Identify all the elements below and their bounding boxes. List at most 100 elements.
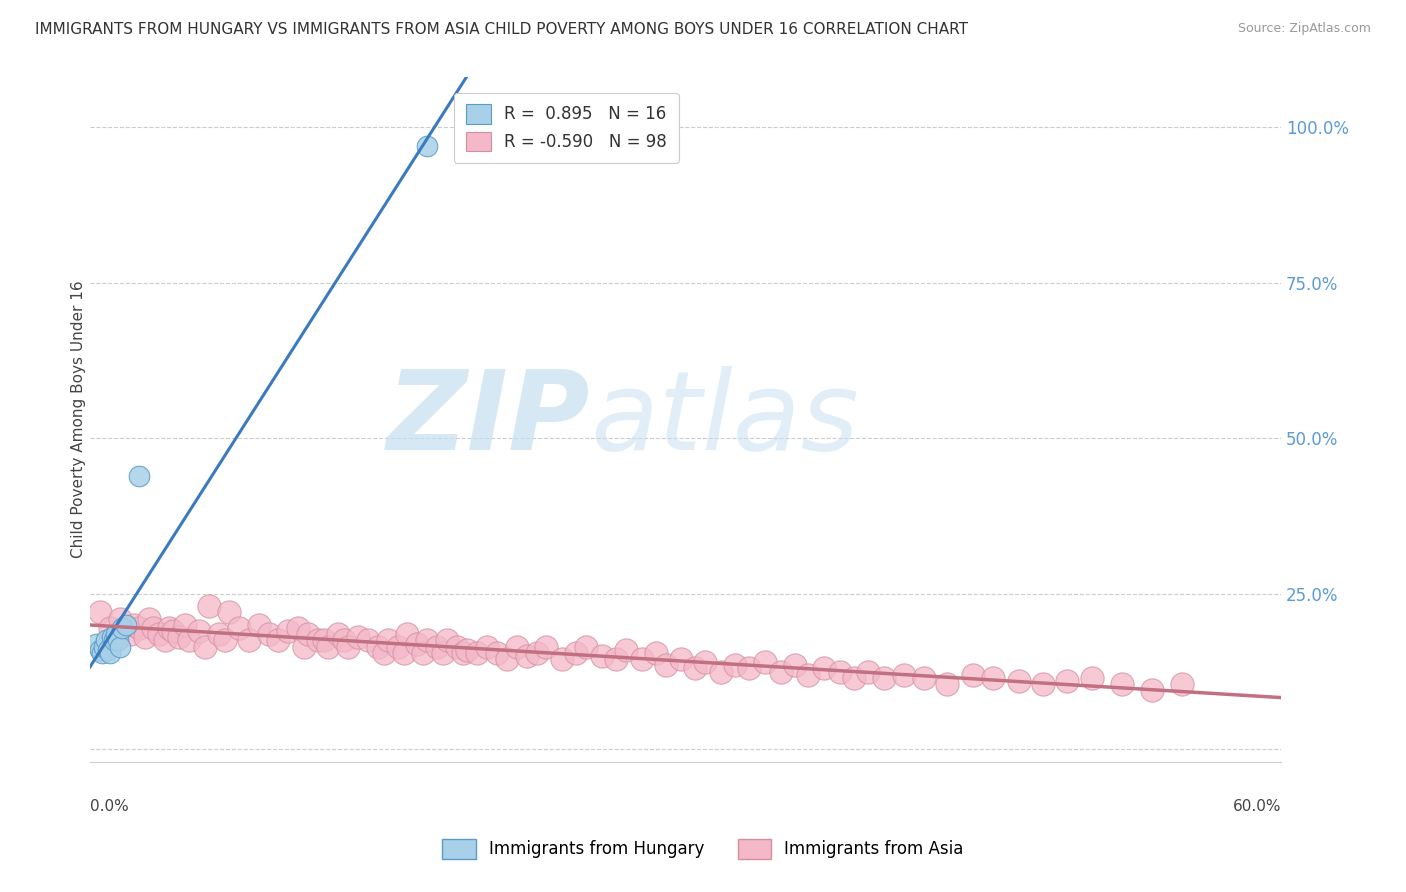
Text: IMMIGRANTS FROM HUNGARY VS IMMIGRANTS FROM ASIA CHILD POVERTY AMONG BOYS UNDER 1: IMMIGRANTS FROM HUNGARY VS IMMIGRANTS FR… bbox=[35, 22, 969, 37]
Point bbox=[90, 646, 112, 660]
Point bbox=[188, 624, 211, 639]
Point bbox=[179, 633, 201, 648]
Point bbox=[485, 646, 508, 660]
Point bbox=[426, 640, 449, 654]
Point bbox=[465, 646, 488, 660]
Point bbox=[685, 661, 707, 675]
Point bbox=[432, 646, 454, 660]
Point bbox=[357, 633, 380, 648]
Legend: Immigrants from Hungary, Immigrants from Asia: Immigrants from Hungary, Immigrants from… bbox=[436, 832, 970, 866]
Point bbox=[551, 652, 574, 666]
Point bbox=[198, 599, 221, 614]
Point bbox=[333, 633, 356, 648]
Point bbox=[416, 139, 439, 153]
Point bbox=[194, 640, 217, 654]
Point bbox=[89, 642, 111, 657]
Point bbox=[783, 658, 806, 673]
Y-axis label: Child Poverty Among Boys Under 16: Child Poverty Among Boys Under 16 bbox=[72, 281, 86, 558]
Point bbox=[912, 671, 935, 685]
Point bbox=[118, 627, 141, 641]
Point bbox=[257, 627, 280, 641]
Point bbox=[1140, 683, 1163, 698]
Point bbox=[104, 627, 127, 641]
Point bbox=[856, 665, 879, 679]
Point bbox=[738, 661, 761, 675]
Legend: R =  0.895   N = 16, R = -0.590   N = 98: R = 0.895 N = 16, R = -0.590 N = 98 bbox=[454, 93, 679, 162]
Point bbox=[769, 665, 792, 679]
Point bbox=[108, 612, 131, 626]
Point bbox=[936, 677, 959, 691]
Point bbox=[436, 633, 458, 648]
Point bbox=[297, 627, 319, 641]
Point bbox=[981, 671, 1004, 685]
Point bbox=[367, 640, 389, 654]
Point bbox=[495, 652, 517, 666]
Point bbox=[316, 640, 339, 654]
Point bbox=[267, 633, 290, 648]
Point bbox=[142, 621, 165, 635]
Point bbox=[1008, 673, 1031, 688]
Point bbox=[238, 633, 260, 648]
Point bbox=[98, 621, 121, 635]
Point bbox=[377, 633, 399, 648]
Point bbox=[93, 640, 115, 654]
Point bbox=[134, 631, 156, 645]
Point bbox=[614, 642, 637, 657]
Point bbox=[396, 627, 419, 641]
Point bbox=[247, 618, 270, 632]
Point bbox=[1170, 677, 1192, 691]
Point bbox=[630, 652, 652, 666]
Point bbox=[148, 627, 170, 641]
Point bbox=[536, 640, 558, 654]
Point bbox=[830, 665, 852, 679]
Point bbox=[110, 621, 132, 635]
Point bbox=[475, 640, 498, 654]
Point bbox=[336, 640, 359, 654]
Point bbox=[406, 637, 429, 651]
Point bbox=[314, 633, 336, 648]
Point bbox=[94, 633, 117, 648]
Point bbox=[671, 652, 693, 666]
Point bbox=[724, 658, 747, 673]
Point bbox=[174, 618, 197, 632]
Point bbox=[128, 468, 150, 483]
Text: Source: ZipAtlas.com: Source: ZipAtlas.com bbox=[1237, 22, 1371, 36]
Point bbox=[456, 642, 478, 657]
Point bbox=[451, 646, 474, 660]
Point bbox=[84, 637, 107, 651]
Point bbox=[695, 655, 717, 669]
Point bbox=[138, 612, 160, 626]
Point bbox=[844, 671, 866, 685]
Point bbox=[962, 667, 984, 681]
Point bbox=[754, 655, 776, 669]
Text: atlas: atlas bbox=[591, 366, 859, 473]
Point bbox=[89, 606, 111, 620]
Point bbox=[605, 652, 627, 666]
Point bbox=[710, 665, 733, 679]
Text: 0.0%: 0.0% bbox=[90, 799, 128, 814]
Point bbox=[228, 621, 250, 635]
Point bbox=[347, 631, 370, 645]
Point bbox=[108, 640, 131, 654]
Point bbox=[326, 627, 349, 641]
Point bbox=[157, 621, 180, 635]
Point bbox=[797, 667, 820, 681]
Point bbox=[526, 646, 548, 660]
Point bbox=[107, 633, 129, 648]
Point bbox=[644, 646, 666, 660]
Point bbox=[307, 633, 329, 648]
Point bbox=[128, 621, 150, 635]
Text: 60.0%: 60.0% bbox=[1233, 799, 1281, 814]
Text: ZIP: ZIP bbox=[387, 366, 591, 473]
Point bbox=[100, 631, 122, 645]
Point bbox=[591, 648, 613, 663]
Point bbox=[155, 633, 177, 648]
Point bbox=[292, 640, 315, 654]
Point bbox=[575, 640, 598, 654]
Point bbox=[103, 633, 125, 648]
Point bbox=[565, 646, 588, 660]
Point bbox=[1111, 677, 1133, 691]
Point bbox=[893, 667, 915, 681]
Point bbox=[1056, 673, 1078, 688]
Point bbox=[446, 640, 468, 654]
